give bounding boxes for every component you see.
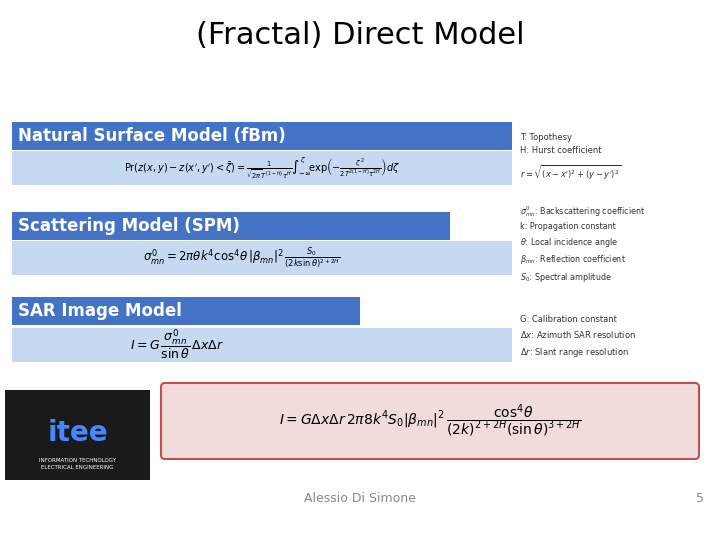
Bar <box>5 390 150 480</box>
Bar <box>12 241 512 275</box>
FancyBboxPatch shape <box>161 383 699 459</box>
Text: SAR Image Model: SAR Image Model <box>18 302 182 320</box>
Text: T: Topothesy
H: Hurst coefficient
$r = \sqrt{(x-x')^2+(y-y')^2}$: T: Topothesy H: Hurst coefficient $r = \… <box>520 133 621 183</box>
Text: $I = G\,\dfrac{\sigma^0_{mn}}{\sin\theta}\,\Delta x\Delta r$: $I = G\,\dfrac{\sigma^0_{mn}}{\sin\theta… <box>130 328 224 362</box>
Text: $I = G\Delta x\Delta r\,2\pi 8k^4 S_0|\beta_{mn}|^2\,\dfrac{\cos^4\!\theta}{(2k): $I = G\Delta x\Delta r\,2\pi 8k^4 S_0|\b… <box>279 403 581 439</box>
Text: (Fractal) Direct Model: (Fractal) Direct Model <box>196 21 524 50</box>
Text: Scattering Model (SPM): Scattering Model (SPM) <box>18 217 240 235</box>
Text: Alessio Di Simone: Alessio Di Simone <box>304 491 416 504</box>
Text: $\mathrm{Pr}(z(x,y)-z(x',y')<\bar{\zeta})=\frac{1}{\sqrt{2\pi}T^{(1-H)}\tau^{H}}: $\mathrm{Pr}(z(x,y)-z(x',y')<\bar{\zeta}… <box>124 155 400 181</box>
Text: G: Calibration constant
$\Delta x$: Azimuth SAR resolution
$\Delta r$: Slant ran: G: Calibration constant $\Delta x$: Azim… <box>520 315 636 359</box>
Text: itee: itee <box>48 419 108 447</box>
Bar <box>12 297 360 325</box>
Text: Natural Surface Model (fBm): Natural Surface Model (fBm) <box>18 127 286 145</box>
Bar <box>12 212 450 240</box>
Bar <box>12 328 512 362</box>
Text: INFORMATION TECHNOLOGY
ELECTRICAL ENGINEERING: INFORMATION TECHNOLOGY ELECTRICAL ENGINE… <box>39 458 116 470</box>
Bar <box>12 151 512 185</box>
Bar <box>12 122 512 150</box>
Text: $\sigma^0_{mn}$: Backscattering coefficient
k: Propagation constant
$\theta$: Lo: $\sigma^0_{mn}$: Backscattering coeffici… <box>520 204 646 284</box>
Text: $\sigma^0_{mn} = 2\pi\theta k^4\cos^4\!\theta\,|\beta_{mn}|^2\,\frac{S_0}{(2k\si: $\sigma^0_{mn} = 2\pi\theta k^4\cos^4\!\… <box>143 245 341 271</box>
Text: 5: 5 <box>696 491 704 504</box>
